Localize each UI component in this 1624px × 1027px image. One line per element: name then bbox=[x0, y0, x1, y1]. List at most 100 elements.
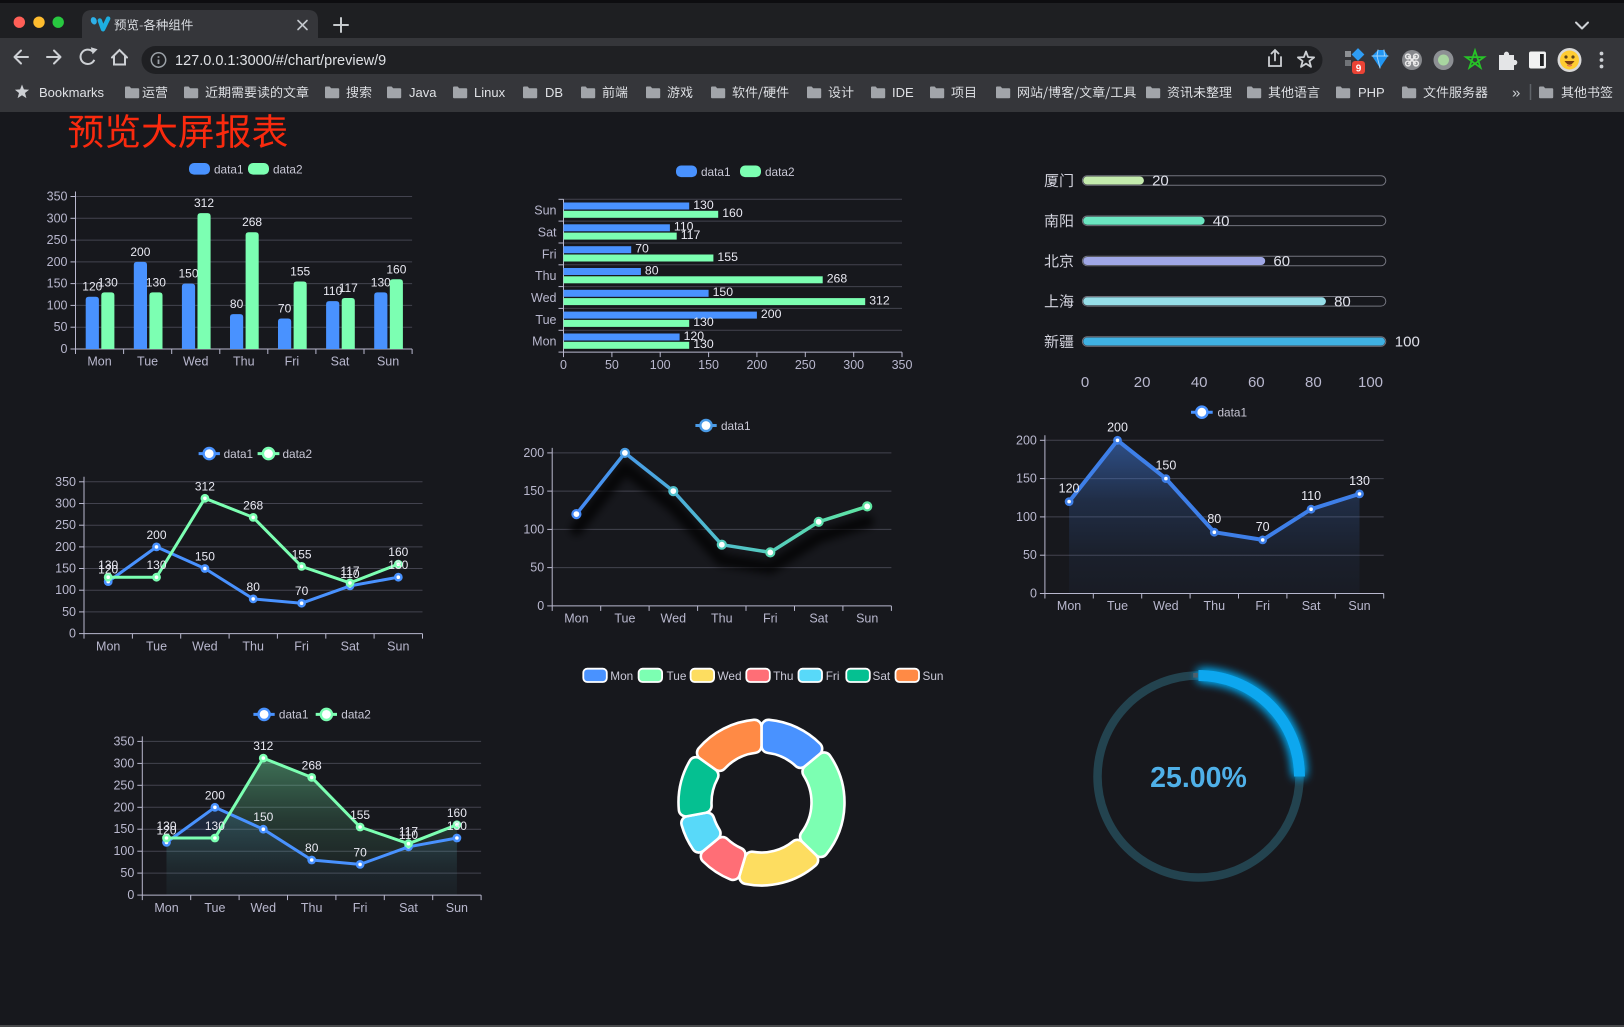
svg-text:100: 100 bbox=[55, 583, 76, 597]
svg-text:200: 200 bbox=[47, 255, 68, 269]
svg-text:Mon: Mon bbox=[96, 639, 120, 653]
svg-text:117: 117 bbox=[681, 228, 701, 242]
svg-text:200: 200 bbox=[130, 245, 150, 259]
svg-text:Fri: Fri bbox=[353, 901, 368, 915]
svg-text:110: 110 bbox=[399, 828, 418, 842]
svg-text:130: 130 bbox=[205, 819, 225, 833]
svg-text:Tue: Tue bbox=[667, 669, 687, 683]
svg-text:data1: data1 bbox=[279, 708, 309, 722]
svg-text:150: 150 bbox=[113, 822, 134, 836]
svg-text:150: 150 bbox=[523, 484, 544, 498]
svg-text:Wed: Wed bbox=[531, 291, 557, 305]
svg-text:0: 0 bbox=[537, 599, 544, 613]
svg-text:Sat: Sat bbox=[538, 226, 557, 240]
svg-text:50: 50 bbox=[62, 605, 76, 619]
svg-text:70: 70 bbox=[635, 242, 649, 256]
svg-text:Fri: Fri bbox=[826, 669, 840, 683]
svg-text:40: 40 bbox=[1191, 374, 1208, 391]
svg-text:80: 80 bbox=[230, 297, 244, 311]
svg-text:312: 312 bbox=[253, 739, 273, 753]
svg-text:0: 0 bbox=[1081, 374, 1089, 391]
svg-text:350: 350 bbox=[47, 190, 68, 204]
svg-text:70: 70 bbox=[278, 302, 292, 316]
svg-text:0: 0 bbox=[560, 358, 567, 372]
svg-text:120: 120 bbox=[1059, 482, 1080, 496]
svg-text:117: 117 bbox=[340, 564, 359, 578]
svg-text:110: 110 bbox=[1301, 489, 1321, 503]
svg-text:268: 268 bbox=[243, 498, 263, 512]
svg-text:Sun: Sun bbox=[1348, 599, 1370, 613]
svg-text:200: 200 bbox=[1016, 433, 1037, 447]
svg-text:300: 300 bbox=[113, 756, 134, 770]
svg-text:Sat: Sat bbox=[1302, 599, 1321, 613]
svg-text:data1: data1 bbox=[224, 447, 254, 461]
svg-text:350: 350 bbox=[113, 734, 134, 748]
svg-text:50: 50 bbox=[605, 358, 619, 372]
svg-text:200: 200 bbox=[1107, 420, 1128, 434]
svg-text:Tue: Tue bbox=[535, 313, 556, 327]
svg-text:300: 300 bbox=[843, 358, 864, 372]
svg-text:150: 150 bbox=[713, 285, 734, 299]
svg-text:Mon: Mon bbox=[610, 669, 633, 683]
svg-text:Wed: Wed bbox=[183, 355, 209, 369]
svg-text:150: 150 bbox=[195, 550, 215, 564]
svg-text:268: 268 bbox=[827, 272, 848, 286]
svg-text:160: 160 bbox=[447, 806, 467, 820]
svg-text:Wed: Wed bbox=[1153, 599, 1179, 613]
svg-text:130: 130 bbox=[98, 275, 118, 289]
svg-text:117: 117 bbox=[339, 281, 358, 295]
svg-text:200: 200 bbox=[761, 307, 782, 321]
svg-text:»: » bbox=[1512, 85, 1520, 102]
svg-text:Thu: Thu bbox=[233, 355, 255, 369]
svg-text:312: 312 bbox=[194, 196, 214, 210]
svg-text:150: 150 bbox=[178, 267, 198, 281]
svg-text:Tue: Tue bbox=[137, 355, 158, 369]
svg-text:150: 150 bbox=[253, 810, 273, 824]
svg-text:200: 200 bbox=[205, 788, 225, 802]
svg-text:0: 0 bbox=[61, 342, 68, 356]
svg-text:120: 120 bbox=[98, 563, 118, 577]
svg-text:50: 50 bbox=[120, 866, 134, 880]
svg-text:data1: data1 bbox=[1218, 406, 1248, 420]
svg-text:312: 312 bbox=[195, 479, 215, 493]
svg-text:Mon: Mon bbox=[87, 355, 111, 369]
svg-text:Sun: Sun bbox=[387, 639, 409, 653]
svg-text:200: 200 bbox=[523, 446, 544, 460]
svg-text:160: 160 bbox=[386, 262, 406, 276]
svg-text:Mon: Mon bbox=[1057, 599, 1081, 613]
svg-text:Mon: Mon bbox=[564, 612, 588, 626]
svg-text:117: 117 bbox=[399, 825, 418, 839]
svg-text:Bookmarks: Bookmarks bbox=[39, 85, 105, 100]
svg-text:80: 80 bbox=[305, 841, 319, 855]
svg-text:80: 80 bbox=[247, 580, 261, 594]
svg-text:Wed: Wed bbox=[251, 901, 277, 915]
svg-text:268: 268 bbox=[242, 215, 262, 229]
svg-text:20: 20 bbox=[1152, 173, 1169, 190]
svg-text:data2: data2 bbox=[765, 165, 795, 179]
svg-text:Sat: Sat bbox=[331, 355, 350, 369]
svg-text:Wed: Wed bbox=[661, 612, 687, 626]
svg-text:data2: data2 bbox=[273, 163, 303, 177]
svg-text:Thu: Thu bbox=[711, 612, 733, 626]
svg-text:Sat: Sat bbox=[399, 901, 418, 915]
svg-text:60: 60 bbox=[1248, 374, 1265, 391]
svg-text:Fri: Fri bbox=[285, 355, 300, 369]
svg-text:155: 155 bbox=[292, 547, 312, 561]
svg-text:350: 350 bbox=[55, 475, 76, 489]
svg-text:Thu: Thu bbox=[1204, 599, 1226, 613]
svg-text:100: 100 bbox=[1016, 510, 1037, 524]
svg-text:Fri: Fri bbox=[542, 247, 557, 261]
svg-text:110: 110 bbox=[674, 220, 694, 234]
svg-text:Sun: Sun bbox=[377, 355, 399, 369]
svg-text:130: 130 bbox=[1349, 474, 1370, 488]
svg-text:Wed: Wed bbox=[718, 669, 742, 683]
svg-text:Sun: Sun bbox=[856, 612, 878, 626]
svg-text:50: 50 bbox=[530, 561, 544, 575]
svg-text:Sun: Sun bbox=[446, 901, 468, 915]
svg-text:Thu: Thu bbox=[242, 639, 264, 653]
svg-text:Fri: Fri bbox=[1255, 599, 1270, 613]
svg-text:268: 268 bbox=[302, 758, 322, 772]
svg-text:data1: data1 bbox=[721, 419, 751, 433]
svg-text:312: 312 bbox=[869, 293, 890, 307]
svg-text:Java: Java bbox=[409, 85, 437, 100]
